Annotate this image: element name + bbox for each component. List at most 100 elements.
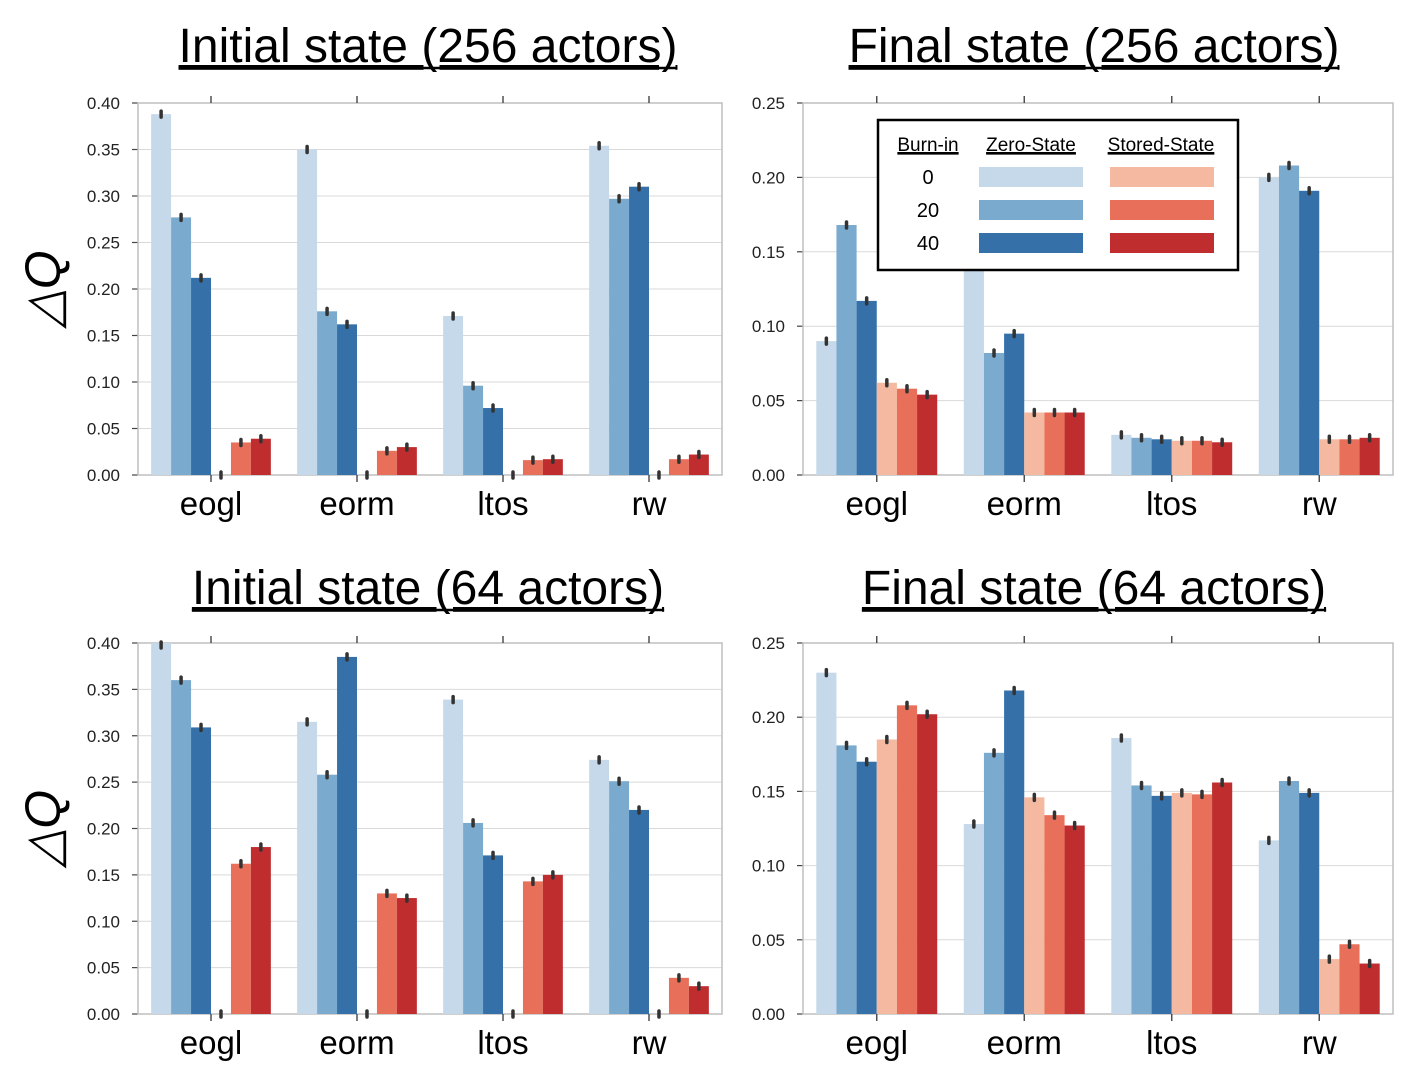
bar [856,300,877,475]
legend-swatch-zero-state [979,233,1083,253]
bar [1004,333,1025,475]
chart-title: Final state (64 actors) [862,562,1326,615]
bar [1111,434,1132,475]
bar [396,898,417,1014]
y-tick-label: 0.10 [87,912,120,931]
y-tick-label: 0.35 [87,141,120,160]
chart-title: Initial state (256 actors) [179,20,678,73]
bar [483,855,503,1014]
bar [896,705,918,1014]
x-tick-label: eogl [846,1024,908,1061]
bar [1319,439,1340,475]
y-tick-label: 0.20 [752,168,785,187]
y-tick-label: 0.15 [752,243,785,262]
bar [668,459,689,475]
legend-swatch-zero-state [979,167,1083,187]
axes-frame [802,642,1394,1015]
bar [171,217,192,475]
bar [522,460,543,475]
y-tick-label: 0.30 [87,187,120,206]
x-tick-label: rw [1302,1024,1337,1061]
bar [443,315,464,475]
bar [836,225,857,475]
bar [1319,959,1340,1014]
bar [463,822,484,1014]
bar [1024,412,1045,475]
bar [191,727,211,1014]
bar [1299,792,1320,1014]
legend: Burn-in Zero-State Stored-State 0 20 40 [876,118,1240,272]
bar [609,198,630,476]
bar [963,259,984,475]
x-tick-label: eorm [987,485,1062,522]
y-tick-label: 0.00 [752,466,785,485]
chart-panel-2: Final state (256 actors) 0.00 0.05 0.10 0.15… [752,20,1394,522]
bar [1024,797,1045,1014]
legend-row-label: 20 [917,200,939,222]
legend-header: Zero-State [986,135,1076,156]
bar [1339,944,1360,1014]
y-tick-label: 0.05 [87,959,120,978]
bar [463,385,484,475]
bar [522,881,543,1014]
bar [1151,795,1172,1014]
legend-swatch-stored-state [1110,233,1214,253]
x-tick-label: eorm [319,485,394,522]
bar [171,680,192,1014]
y-tick-label: 0.30 [87,727,120,746]
bar [542,459,563,475]
bar [376,450,397,475]
y-tick-label: 0.25 [752,94,785,113]
bar [1064,825,1085,1014]
bar [963,824,984,1014]
bar [917,394,938,475]
chart-panel-3: Initial state (64 actors) 0.00 0.05 0.10 0.1… [15,562,723,1061]
axes-frame [802,102,1394,476]
y-axis-label: △Q [15,790,71,869]
chart-title: Final state (256 actors) [849,20,1340,73]
axes-frame [137,642,723,1015]
bar [1111,737,1132,1014]
y-tick-label: 0.35 [87,680,120,699]
x-tick-label: rw [632,1024,667,1061]
bar [917,714,938,1014]
bar [376,893,397,1014]
y-tick-label: 0.25 [87,234,120,253]
y-tick-label: 0.10 [752,317,785,336]
bar [151,114,172,475]
bar [1359,963,1380,1014]
bar [668,977,689,1014]
y-tick-label: 0.05 [752,931,785,950]
y-axis-label: △Q [15,250,71,329]
bar [1278,781,1300,1014]
bar [876,739,897,1014]
bar [230,863,251,1014]
y-tick-label: 0.15 [87,866,120,885]
x-tick-label: eogl [846,485,908,522]
y-tick-label: 0.25 [87,773,120,792]
bar [1299,190,1320,476]
y-tick-label: 0.15 [752,782,785,801]
bar [1258,840,1279,1014]
x-tick-label: rw [1302,485,1337,522]
y-tick-label: 0.10 [87,373,120,392]
chart-panel-4: Final state (64 actors) 0.00 0.05 0.10 0.15 0… [752,562,1394,1061]
bar [1212,782,1233,1014]
y-tick-label: 0.15 [87,327,120,346]
legend-row-label: 40 [917,233,939,255]
bar [1151,439,1172,475]
bar [1064,412,1085,475]
bar [1131,785,1152,1014]
bar [1171,440,1192,475]
bar [856,761,877,1014]
chart-title: Initial state (64 actors) [192,562,664,615]
bar [151,643,172,1014]
y-tick-label: 0.40 [87,94,120,113]
bar [609,781,630,1014]
bar [983,752,1005,1014]
bar [191,277,211,475]
y-tick-label: 0.10 [752,857,785,876]
bar [1004,690,1025,1014]
x-tick-label: ltos [1146,1024,1197,1061]
